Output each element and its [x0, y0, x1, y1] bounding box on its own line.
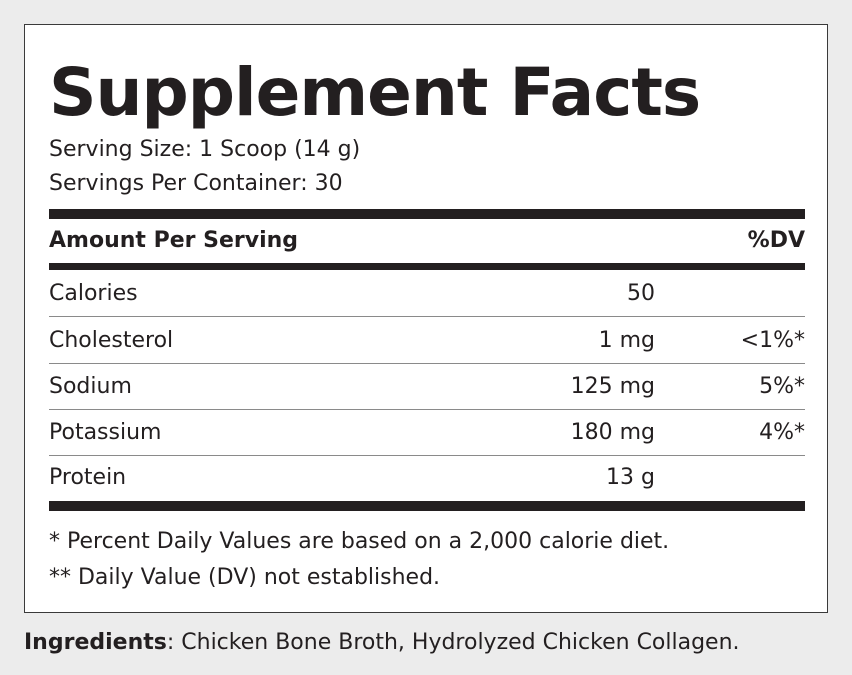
supplement-facts-panel: Supplement Facts Serving Size: 1 Scoop (… — [24, 24, 828, 613]
nutrient-row-potassium: Potassium 180 mg 4%* — [49, 410, 805, 456]
nutrient-dv: <1%* — [740, 328, 805, 353]
nutrient-row-protein: Protein 13 g — [49, 455, 805, 501]
nutrient-dv: 5%* — [759, 374, 805, 399]
nutrient-row-cholesterol: Cholesterol 1 mg <1%* — [49, 318, 805, 364]
nutrient-row-sodium: Sodium 125 mg 5%* — [49, 364, 805, 410]
nutrient-amount: 13 g — [606, 465, 655, 490]
ingredients-text: Chicken Bone Broth, Hydrolyzed Chicken C… — [181, 630, 740, 655]
footnote-dv-not-established: ** Daily Value (DV) not established. — [49, 565, 441, 590]
nutrient-amount: 1 mg — [598, 328, 655, 353]
amount-per-serving-heading: Amount Per Serving — [49, 228, 299, 253]
nutrient-amount: 125 mg — [570, 374, 655, 399]
servings-per-container: Servings Per Container: 30 — [49, 171, 343, 196]
thick-divider-bottom — [49, 501, 805, 511]
footnote-daily-values: * Percent Daily Values are based on a 2,… — [49, 529, 670, 554]
nutrient-row-calories: Calories 50 — [49, 271, 805, 317]
thick-divider-top — [49, 209, 805, 219]
serving-size: Serving Size: 1 Scoop (14 g) — [49, 137, 361, 162]
ingredients-separator: : — [166, 630, 182, 655]
nutrient-name: Calories — [49, 281, 138, 306]
nutrient-dv: 4%* — [759, 420, 805, 445]
nutrient-name: Sodium — [49, 374, 132, 399]
ingredients-label: Ingredients — [24, 630, 167, 655]
nutrient-name: Protein — [49, 465, 127, 490]
table-header: Amount Per Serving %DV — [49, 225, 805, 257]
ingredients-line: Ingredients: Chicken Bone Broth, Hydroly… — [24, 627, 740, 659]
thick-divider-header — [49, 263, 805, 270]
panel-title: Supplement Facts — [49, 54, 701, 131]
nutrient-amount: 50 — [627, 281, 655, 306]
nutrient-name: Potassium — [49, 420, 162, 445]
nutrient-name: Cholesterol — [49, 328, 174, 353]
dv-heading: %DV — [747, 228, 805, 253]
nutrient-amount: 180 mg — [570, 420, 655, 445]
